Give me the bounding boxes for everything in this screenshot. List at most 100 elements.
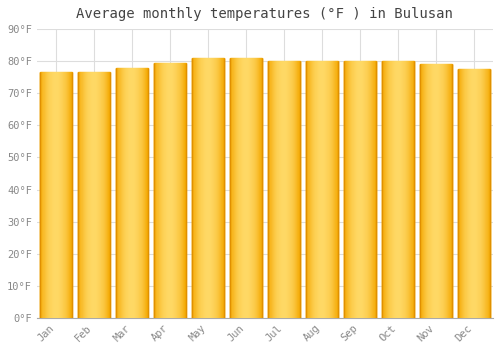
Bar <box>312 61 313 318</box>
Bar <box>155 63 156 318</box>
Bar <box>316 61 317 318</box>
Bar <box>411 61 412 318</box>
Bar <box>46 72 47 318</box>
Bar <box>434 64 435 318</box>
Bar <box>165 63 166 318</box>
Bar <box>315 61 316 318</box>
Bar <box>97 72 98 318</box>
Bar <box>330 61 331 318</box>
Bar <box>242 58 243 318</box>
Bar <box>394 61 395 318</box>
Bar <box>325 61 326 318</box>
Bar <box>48 72 49 318</box>
Bar <box>369 61 370 318</box>
Bar <box>421 64 422 318</box>
Bar <box>223 58 224 318</box>
Bar <box>398 61 399 318</box>
Bar <box>79 72 80 318</box>
Bar <box>475 69 476 318</box>
Bar <box>240 58 241 318</box>
Bar <box>462 69 464 318</box>
Bar <box>285 61 286 318</box>
Bar <box>329 61 330 318</box>
Bar <box>388 61 389 318</box>
Bar <box>465 69 466 318</box>
Bar <box>352 61 353 318</box>
Bar <box>109 72 110 318</box>
Bar <box>210 58 211 318</box>
Bar <box>274 61 275 318</box>
Bar <box>157 63 158 318</box>
Bar <box>143 68 144 318</box>
Bar <box>472 69 473 318</box>
Bar <box>405 61 406 318</box>
Bar <box>221 58 222 318</box>
Bar <box>145 68 146 318</box>
Bar <box>103 72 104 318</box>
Bar <box>167 63 168 318</box>
Bar <box>232 58 233 318</box>
Bar <box>484 69 485 318</box>
Bar <box>470 69 471 318</box>
Bar <box>440 64 441 318</box>
Bar <box>95 72 96 318</box>
Bar <box>247 58 248 318</box>
Bar <box>354 61 355 318</box>
Bar <box>131 68 132 318</box>
Bar <box>432 64 433 318</box>
Bar <box>194 58 195 318</box>
Bar <box>276 61 277 318</box>
Bar <box>424 64 426 318</box>
Bar <box>220 58 221 318</box>
Bar <box>270 61 271 318</box>
Bar <box>469 69 470 318</box>
Bar <box>234 58 235 318</box>
Bar <box>476 69 478 318</box>
Bar <box>317 61 318 318</box>
Bar <box>254 58 255 318</box>
Bar <box>56 72 57 318</box>
Bar <box>346 61 347 318</box>
Bar <box>393 61 394 318</box>
Bar <box>133 68 134 318</box>
Bar <box>215 58 216 318</box>
Bar <box>384 61 385 318</box>
Bar <box>482 69 483 318</box>
Bar <box>487 69 488 318</box>
Bar <box>219 58 220 318</box>
Bar <box>278 61 279 318</box>
Bar <box>235 58 236 318</box>
Bar <box>217 58 218 318</box>
Bar <box>287 61 288 318</box>
Bar <box>154 63 155 318</box>
Bar <box>193 58 194 318</box>
Bar <box>120 68 121 318</box>
Bar <box>443 64 444 318</box>
Bar <box>371 61 372 318</box>
Bar <box>245 58 246 318</box>
Bar <box>176 63 177 318</box>
Bar <box>335 61 336 318</box>
Bar <box>164 63 165 318</box>
Bar <box>310 61 311 318</box>
Bar <box>275 61 276 318</box>
Bar <box>308 61 309 318</box>
Bar <box>231 58 232 318</box>
Bar <box>86 72 87 318</box>
Bar <box>307 61 308 318</box>
Bar <box>238 58 239 318</box>
Bar <box>365 61 366 318</box>
Bar <box>359 61 360 318</box>
Bar <box>135 68 136 318</box>
Bar <box>105 72 106 318</box>
Bar <box>258 58 259 318</box>
Bar <box>70 72 71 318</box>
Bar <box>108 72 109 318</box>
Bar <box>123 68 124 318</box>
Bar <box>318 61 320 318</box>
Bar <box>57 72 58 318</box>
Bar <box>347 61 348 318</box>
Bar <box>364 61 365 318</box>
Bar <box>392 61 393 318</box>
Bar <box>181 63 182 318</box>
